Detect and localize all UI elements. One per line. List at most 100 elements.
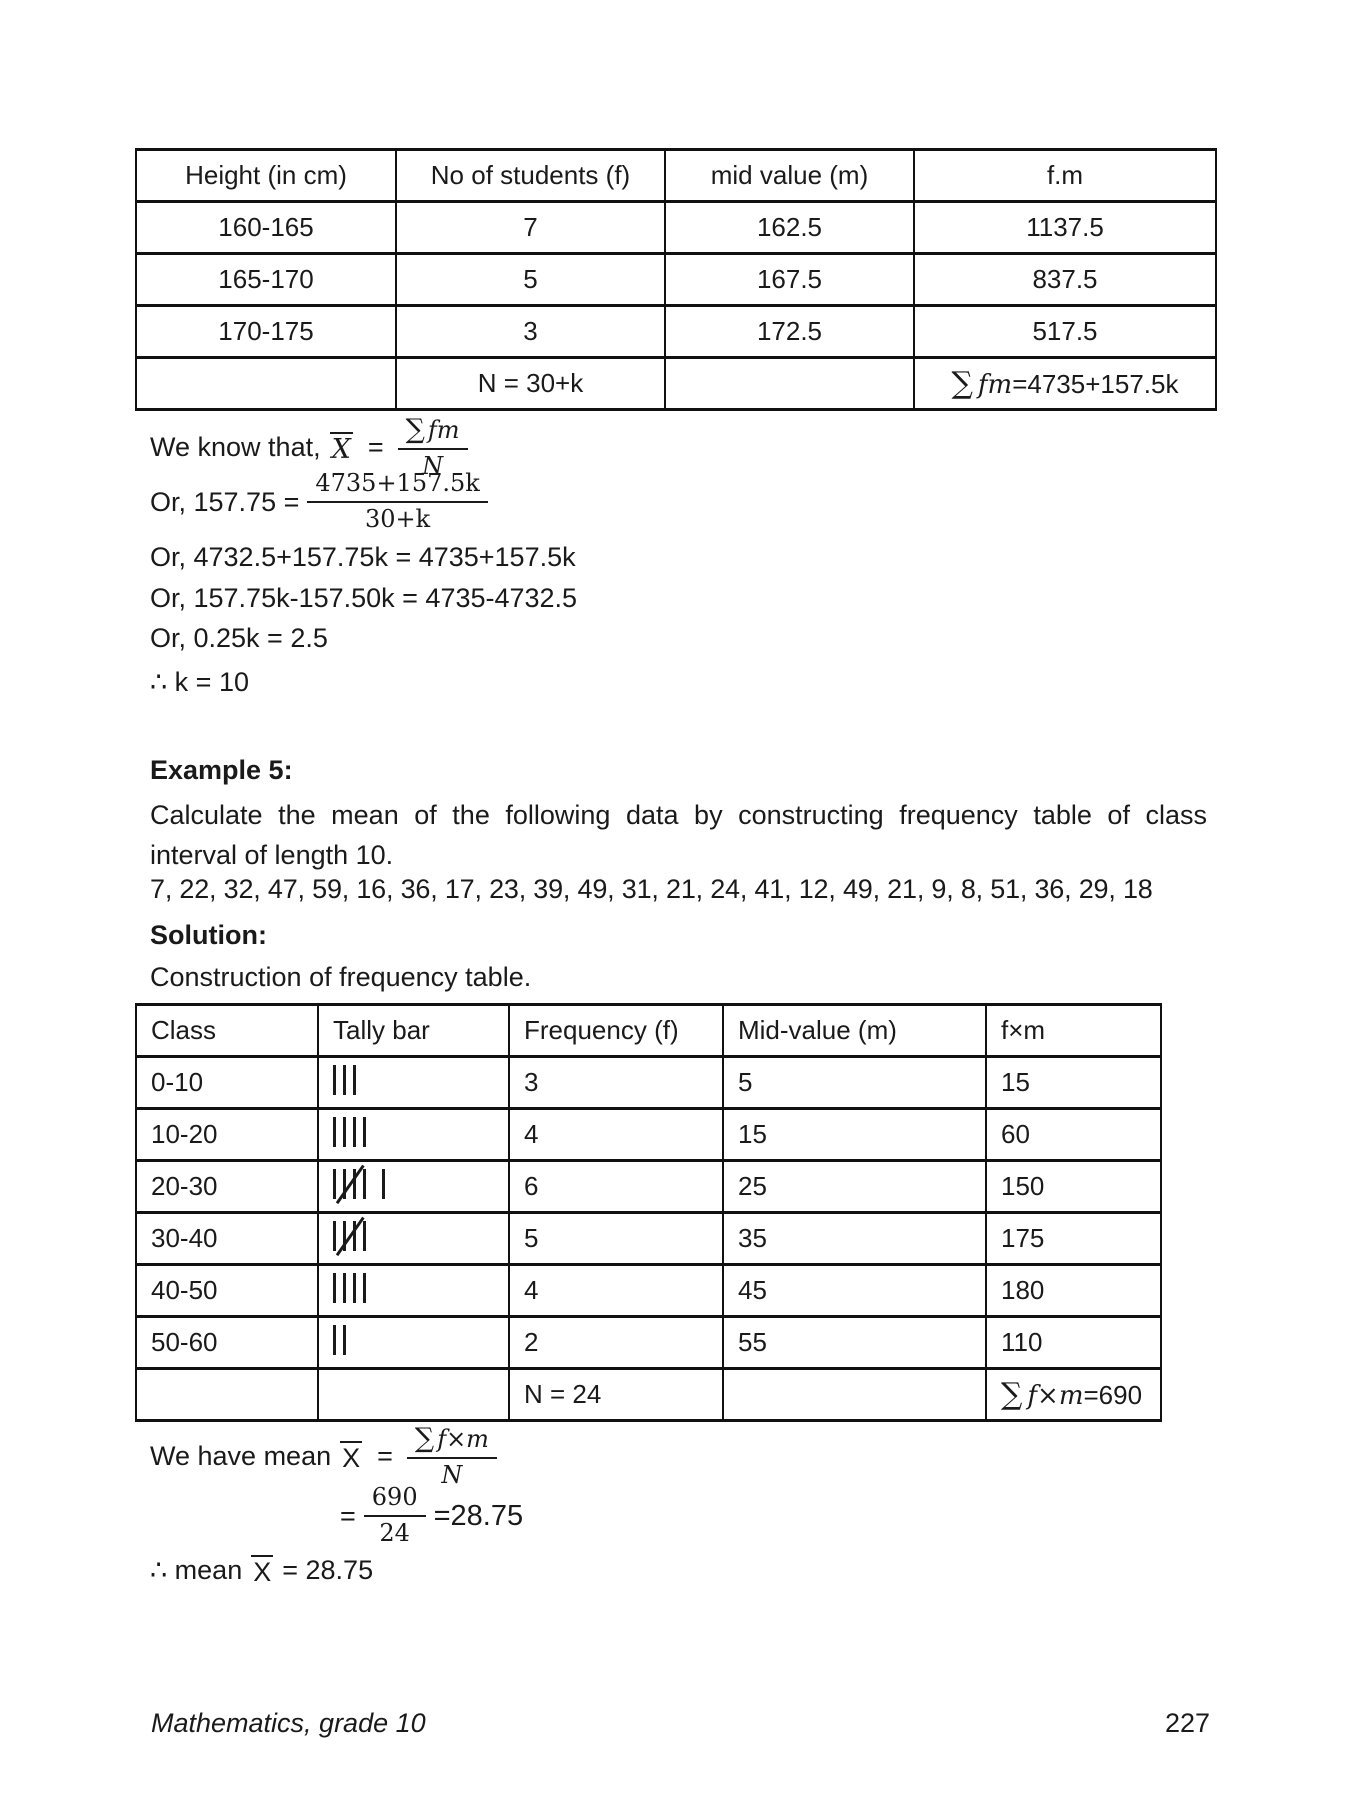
tally-cell <box>317 1055 510 1110</box>
table-row: 0-10 3 5 15 <box>135 1055 1162 1110</box>
midvalue-cell: 15 <box>722 1107 987 1162</box>
midvalue-cell: 25 <box>722 1159 987 1214</box>
x-bar-symbol: X <box>251 1554 274 1587</box>
total-n-cell: N = 30+k <box>395 356 666 411</box>
sigma-symbol: ∑ <box>405 413 425 445</box>
solution-intro: Construction of frequency table. <box>150 962 532 992</box>
equation-line-substitution: Or, 157.75 = 4735+157.5k 30+k <box>150 470 496 534</box>
equation-line: Or, 157.75k-157.50k = 4735-4732.5 <box>150 582 578 613</box>
sigma-symbol: ∑ <box>1001 1377 1023 1412</box>
fraction: ∑ fm N <box>397 413 468 481</box>
equation-prefix: We know that, <box>150 431 321 462</box>
class-cell: 30-40 <box>135 1211 319 1266</box>
fraction-numerator: 690 <box>363 1484 426 1517</box>
empty-cell <box>664 356 915 411</box>
table-cell: 170-175 <box>135 304 397 359</box>
table1-header-height: Height (in cm) <box>135 148 397 203</box>
sum-value: =4735+157.5k <box>1012 369 1179 399</box>
tally-marks <box>333 1063 372 1097</box>
fraction-denominator: 24 <box>379 1519 410 1547</box>
example-heading: Example 5: <box>150 755 293 785</box>
frequency-cell: 3 <box>508 1055 724 1110</box>
fraction: ∑ f×m N <box>406 1422 497 1490</box>
frequency-cell: 4 <box>508 1107 724 1162</box>
table-cell: 837.5 <box>913 252 1217 307</box>
table-cell: 160-165 <box>135 200 397 255</box>
midvalue-cell: 45 <box>722 1263 987 1318</box>
class-cell: 0-10 <box>135 1055 319 1110</box>
sum-variables: fm <box>977 370 1013 400</box>
table-row: 40-50 4 45 180 <box>135 1263 1162 1318</box>
sigma-symbol: ∑ <box>414 1422 435 1454</box>
fraction: 4735+157.5k 30+k <box>307 470 488 533</box>
table-cell: 517.5 <box>913 304 1217 359</box>
fraction-numerator: ∑ f×m <box>406 1422 497 1459</box>
empty-cell <box>135 356 397 411</box>
table-cell: 3 <box>395 304 666 359</box>
table-cell: 162.5 <box>664 200 915 255</box>
table2-header-class: Class <box>135 1003 319 1058</box>
fxm-cell: 175 <box>985 1211 1162 1266</box>
solution-heading: Solution: <box>150 920 267 950</box>
fxm-cell: 60 <box>985 1107 1162 1162</box>
equals-sign: = <box>377 1440 393 1471</box>
tally-cell <box>317 1211 510 1266</box>
equals-sign: = <box>367 431 384 462</box>
fraction: 690 24 <box>363 1484 426 1547</box>
class-cell: 50-60 <box>135 1315 319 1370</box>
class-cell: 20-30 <box>135 1159 319 1214</box>
equals-sign: = <box>340 1500 356 1531</box>
fraction-numerator: 4735+157.5k <box>307 470 488 503</box>
equation-line-mean-value: = 690 24 =28.75 <box>340 1484 523 1548</box>
tally-cell <box>317 1159 510 1214</box>
table1-header-fm: f.m <box>913 148 1217 203</box>
table1-header-midvalue: mid value (m) <box>664 148 915 203</box>
fraction-denominator: 30+k <box>364 505 431 533</box>
tally-cell <box>317 1107 510 1162</box>
example-body-line: interval of length 10. <box>150 840 394 870</box>
empty-cell <box>317 1367 510 1422</box>
table2-header-midvalue: Mid-value (m) <box>722 1003 987 1058</box>
page-number: 227 <box>1164 1708 1210 1738</box>
frequency-cell: 6 <box>508 1159 724 1214</box>
equation-line-mean-formula: We know that, X = ∑ fm N <box>150 413 476 481</box>
midvalue-cell: 5 <box>722 1055 987 1110</box>
empty-cell <box>135 1367 319 1422</box>
table1-header-row: Height (in cm) No of students (f) mid va… <box>135 148 1217 203</box>
table-cell: 7 <box>395 200 666 255</box>
equation-result-k: ∴ k = 10 <box>150 666 249 697</box>
tally-cell <box>317 1315 510 1370</box>
table-cell: 167.5 <box>664 252 915 307</box>
midvalue-cell: 55 <box>722 1315 987 1370</box>
sigma-symbol: ∑ <box>951 366 973 401</box>
equation-line-mean-formula2: We have mean X = ∑ f×m N <box>150 1422 505 1490</box>
total-sum-cell: ∑ fm=4735+157.5k <box>913 356 1217 411</box>
fxm-cell: 150 <box>985 1159 1162 1214</box>
sum-value: =690 <box>1083 1380 1143 1410</box>
sum-variables: f×m <box>1027 1381 1084 1411</box>
table-row: 50-60 2 55 110 <box>135 1315 1162 1370</box>
mean-final-value: = 28.75 <box>282 1554 374 1585</box>
table-row: 10-20 4 15 60 <box>135 1107 1162 1162</box>
x-bar-symbol: X <box>329 431 353 465</box>
table-cell: 172.5 <box>664 304 915 359</box>
data-values-list: 7, 22, 32, 47, 59, 16, 36, 17, 23, 39, 4… <box>150 874 1153 904</box>
therefore-prefix: ∴ mean <box>150 1554 243 1585</box>
table-row: 165-170 5 167.5 837.5 <box>135 252 1217 307</box>
example-body: Calculate the mean of the following data… <box>150 795 1207 875</box>
table-cell: 1137.5 <box>913 200 1217 255</box>
fxm-cell: 110 <box>985 1315 1162 1370</box>
mean-result: =28.75 <box>433 1499 524 1532</box>
table-row: 20-30 6 25 150 <box>135 1159 1162 1214</box>
equation-prefix: We have mean <box>150 1440 332 1471</box>
fxm-cell: 15 <box>985 1055 1162 1110</box>
frequency-cell: 4 <box>508 1263 724 1318</box>
midvalue-cell: 35 <box>722 1211 987 1266</box>
table-row: 30-40 5 35 175 <box>135 1211 1162 1266</box>
table2-header-row: Class Tally bar Frequency (f) Mid-value … <box>135 1003 1162 1058</box>
equation-line-conclusion: ∴ mean X = 28.75 <box>150 1552 373 1588</box>
class-cell: 40-50 <box>135 1263 319 1318</box>
table1-total-row: N = 30+k ∑ fm=4735+157.5k <box>135 356 1217 411</box>
table-row: 170-175 3 172.5 517.5 <box>135 304 1217 359</box>
